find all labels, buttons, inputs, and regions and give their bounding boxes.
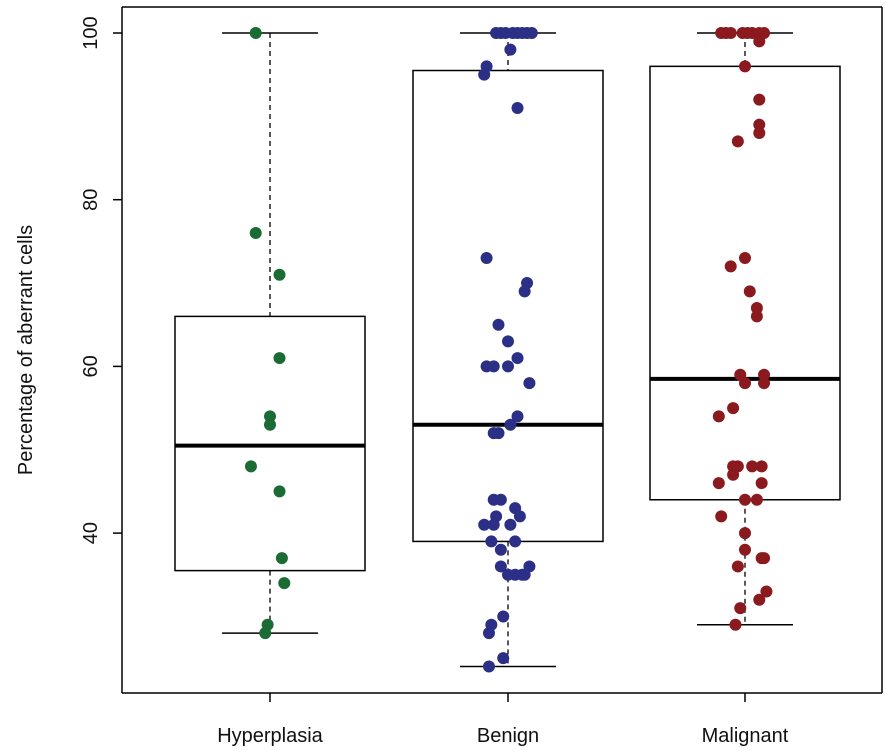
benign-point <box>478 68 491 81</box>
benign-point <box>511 102 524 115</box>
malignant-point <box>712 410 725 423</box>
benign-point <box>482 660 495 673</box>
category-label-hyperplasia: Hyperplasia <box>217 725 323 747</box>
malignant-point <box>739 527 751 540</box>
category-label-benign: Benign <box>477 725 539 747</box>
benign-point <box>497 610 510 623</box>
benign-point <box>492 318 505 331</box>
malignant-point <box>758 552 771 565</box>
malignant-point <box>760 585 773 598</box>
x-axis-ticks: Hyperplasia Benign Malignant <box>217 693 789 747</box>
malignant-point <box>734 602 747 615</box>
malignant-point <box>739 543 751 556</box>
benign-point <box>487 360 500 373</box>
hyperplasia-point <box>249 227 262 240</box>
malignant-point <box>750 302 763 315</box>
hyperplasia-point <box>273 268 286 281</box>
malignant-point <box>715 510 728 523</box>
benign-point <box>497 652 510 665</box>
malignant-point <box>743 285 756 298</box>
benign-point <box>492 427 505 440</box>
malignant-point <box>729 618 742 631</box>
malignant-point <box>755 477 768 490</box>
benign-point <box>480 252 493 265</box>
hyperplasia-point <box>249 27 262 39</box>
benign-point <box>502 335 514 348</box>
axes <box>121 6 883 694</box>
benign-point <box>494 493 507 506</box>
malignant-point <box>727 402 740 415</box>
y-axis-title: Percentage of aberrant cells <box>15 225 37 475</box>
malignant-point <box>724 27 737 39</box>
benign-point <box>478 518 491 531</box>
benign-point <box>482 627 495 640</box>
malignant-point <box>755 460 768 473</box>
benign-point <box>518 285 531 298</box>
y-tick-label: 60 <box>80 355 102 377</box>
benign-point <box>494 560 507 573</box>
malignant-point <box>758 377 771 390</box>
malignant-point <box>753 118 766 131</box>
benign-point <box>504 518 517 531</box>
point-group <box>244 27 773 673</box>
malignant-point <box>739 60 751 73</box>
benign-point <box>485 535 498 548</box>
malignant-box <box>649 65 841 501</box>
y-axis-ticks: 40 60 80 100 <box>80 16 122 544</box>
hyperplasia-point <box>273 485 286 498</box>
malignant-point <box>739 377 751 390</box>
benign-point <box>511 352 524 365</box>
benign-point <box>518 568 531 581</box>
malignant-point <box>753 127 766 140</box>
malignant-point <box>712 477 725 490</box>
hyperplasia-point <box>259 627 272 640</box>
benign-point <box>504 43 517 56</box>
y-tick-label: 80 <box>80 189 102 211</box>
benign-point <box>487 518 500 531</box>
malignant-point <box>739 493 751 506</box>
y-tick-label: 40 <box>80 522 102 544</box>
benign-point <box>511 410 524 423</box>
y-tick-label: 100 <box>80 16 102 49</box>
benign-point <box>525 27 538 39</box>
hyperplasia-point <box>278 577 291 590</box>
hyperplasia-box <box>174 315 366 572</box>
malignant-point <box>724 260 737 273</box>
malignant-point <box>750 310 763 323</box>
malignant-point <box>758 368 771 381</box>
malignant-point <box>727 468 740 481</box>
malignant-point <box>731 560 744 573</box>
malignant-point <box>739 252 751 265</box>
benign-point <box>509 535 522 548</box>
hyperplasia-point <box>264 418 276 431</box>
hyperplasia-point <box>244 460 257 473</box>
malignant-point <box>753 593 766 606</box>
malignant-point <box>750 493 763 506</box>
benign-box <box>412 69 604 543</box>
malignant-point <box>746 460 759 473</box>
category-label-malignant: Malignant <box>702 725 789 747</box>
hyperplasia-point <box>264 410 276 423</box>
malignant-point <box>753 35 766 48</box>
benign-point <box>513 510 526 523</box>
benign-point <box>504 418 517 431</box>
hyperplasia-point <box>275 552 288 565</box>
benign-point <box>494 543 507 556</box>
malignant-point <box>731 135 744 148</box>
malignant-point <box>753 93 766 106</box>
benign-point <box>502 360 514 373</box>
hyperplasia-point <box>273 352 286 365</box>
benign-point <box>523 377 536 390</box>
